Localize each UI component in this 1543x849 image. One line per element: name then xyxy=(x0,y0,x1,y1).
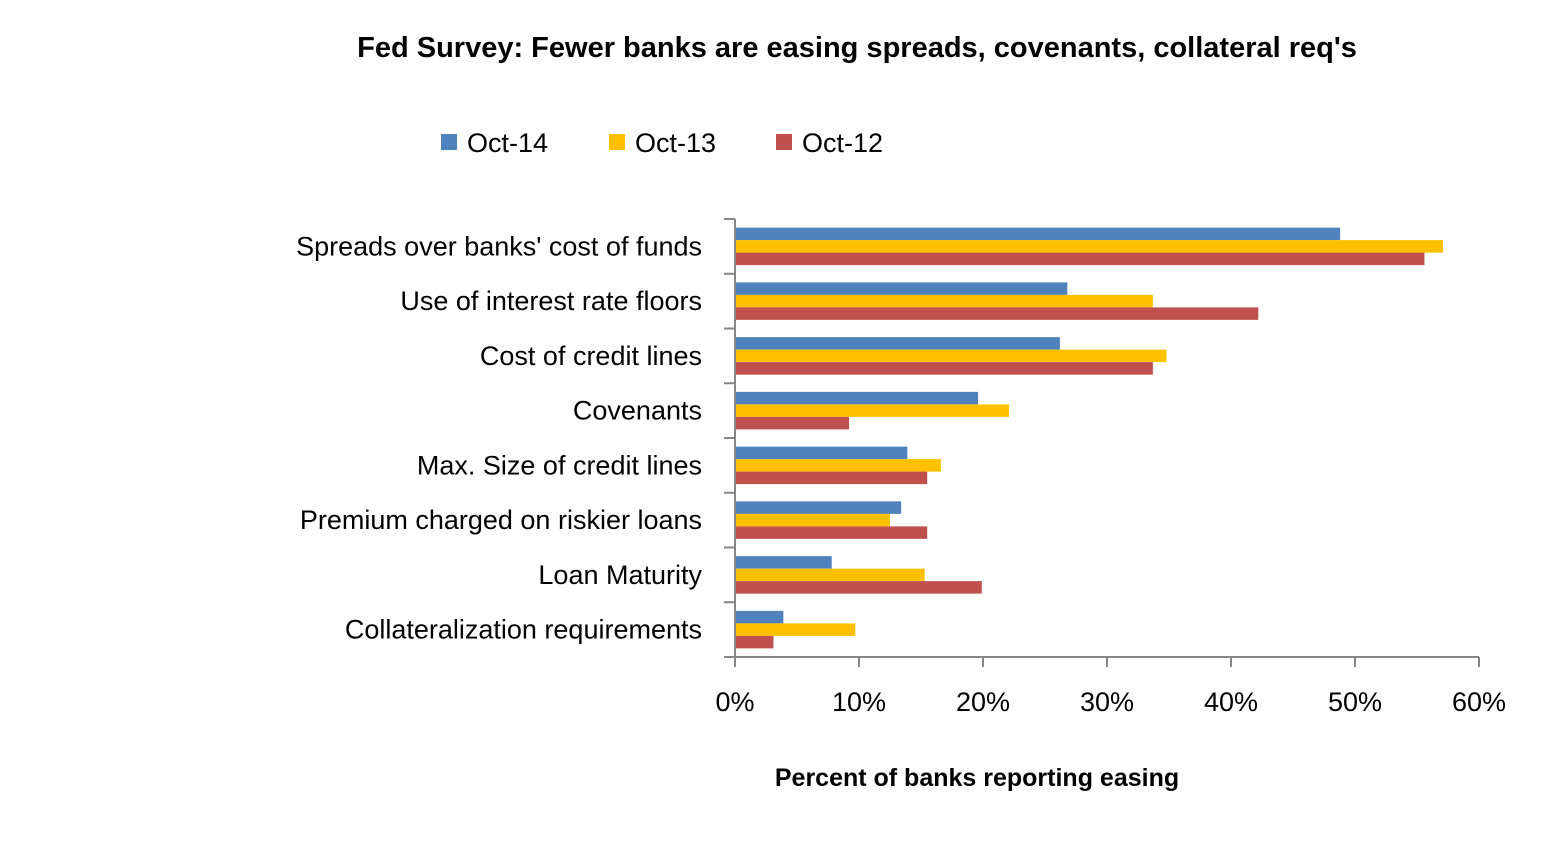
bar-oct-12-1 xyxy=(735,252,1425,266)
category-label: Collateralization requirements xyxy=(345,615,702,645)
category-label: Covenants xyxy=(573,396,702,426)
legend-item-oct-14: Oct-14 xyxy=(441,128,548,158)
x-tick-label: 20% xyxy=(956,687,1010,717)
bar-oct-13-8 xyxy=(735,623,856,636)
bar-oct-12-7 xyxy=(735,581,982,594)
legend-label: Oct-14 xyxy=(467,128,548,158)
category-label: Premium charged on riskier loans xyxy=(300,505,702,535)
x-tick-labels: 0% 10% 20% 30% 40% 50% 60% xyxy=(715,687,1506,717)
bar-oct-12-5 xyxy=(735,471,928,485)
x-axis-title: Percent of banks reporting easing xyxy=(775,764,1179,792)
bar-oct-14-5 xyxy=(735,446,908,460)
category-labels: Spreads over banks' cost of funds Use of … xyxy=(296,231,702,644)
axes xyxy=(724,218,1480,667)
bar-oct-12-4 xyxy=(735,416,850,430)
legend-label: Oct-12 xyxy=(802,128,883,158)
category-label: Use of interest rate floors xyxy=(400,286,702,316)
x-tick-label: 10% xyxy=(832,687,886,717)
legend: Oct-14 Oct-13 Oct-12 xyxy=(441,128,883,158)
bar-oct-14-3 xyxy=(735,337,1060,350)
bar-oct-14-8 xyxy=(735,610,784,624)
bar-oct-14-6 xyxy=(735,501,902,514)
category-label: Spreads over banks' cost of funds xyxy=(296,231,702,261)
x-tick-label: 0% xyxy=(715,687,754,717)
bar-oct-12-3 xyxy=(735,362,1153,375)
category-label: Loan Maturity xyxy=(538,560,702,590)
chart-title: Fed Survey: Fewer banks are easing sprea… xyxy=(357,32,1357,64)
bar-oct-13-1 xyxy=(735,240,1444,253)
category-label: Cost of credit lines xyxy=(480,341,702,371)
x-tick-label: 40% xyxy=(1204,687,1258,717)
bar-oct-12-6 xyxy=(735,526,928,539)
bar-oct-13-3 xyxy=(735,349,1167,363)
legend-swatch xyxy=(776,134,792,150)
x-tick-label: 30% xyxy=(1080,687,1134,717)
bar-oct-12-8 xyxy=(735,635,774,649)
bar-oct-14-1 xyxy=(735,227,1341,241)
bar-oct-12-2 xyxy=(735,307,1259,320)
bar-oct-13-7 xyxy=(735,568,925,582)
bar-oct-14-2 xyxy=(735,282,1068,295)
plot-area: Spreads over banks' cost of funds Use of … xyxy=(296,218,1506,717)
bar-oct-13-2 xyxy=(735,294,1153,308)
legend-swatch xyxy=(441,134,457,150)
bars xyxy=(735,227,1444,649)
legend-item-oct-12: Oct-12 xyxy=(776,128,883,158)
legend-swatch xyxy=(609,134,625,150)
category-label: Max. Size of credit lines xyxy=(417,450,702,480)
bar-oct-13-5 xyxy=(735,459,941,472)
bar-oct-13-4 xyxy=(735,404,1010,417)
bar-oct-14-4 xyxy=(735,391,979,405)
bar-oct-14-7 xyxy=(735,556,832,569)
x-tick-label: 60% xyxy=(1452,687,1506,717)
bar-oct-13-6 xyxy=(735,513,890,527)
legend-label: Oct-13 xyxy=(635,128,716,158)
legend-item-oct-13: Oct-13 xyxy=(609,128,716,158)
x-tick-label: 50% xyxy=(1328,687,1382,717)
